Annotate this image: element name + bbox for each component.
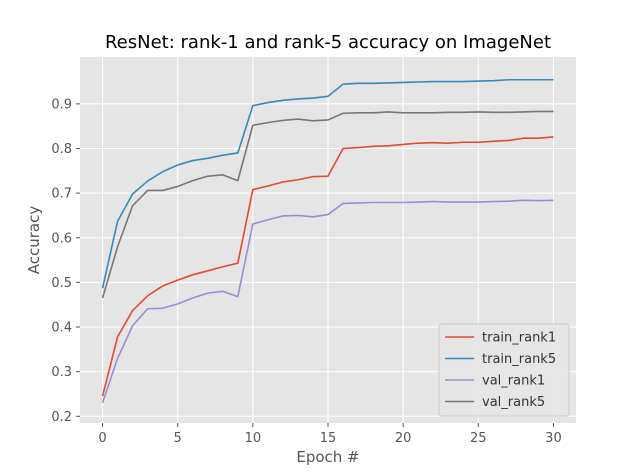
x-tick-label: 5	[174, 431, 182, 446]
legend-label: val_rank1	[482, 374, 545, 389]
legend-label: train_rank5	[482, 352, 556, 367]
x-axis-title: Epoch #	[296, 448, 359, 466]
x-tick-label: 10	[245, 431, 262, 446]
series-line-val-rank1	[101, 199, 554, 404]
y-axis-title: Accuracy	[25, 206, 43, 275]
legend-box	[438, 323, 570, 417]
chart-title: ResNet: rank-1 and rank-5 accuracy on Im…	[105, 32, 551, 53]
x-tick-label: 25	[470, 431, 487, 446]
series-line-val-rank5	[101, 110, 554, 299]
x-tick-label: 0	[98, 431, 106, 446]
series-line-train-rank1	[101, 136, 554, 397]
x-tick-label: 20	[395, 431, 412, 446]
y-tick-label: 0.7	[51, 187, 72, 202]
y-tick-label: 0.2	[51, 410, 72, 425]
x-tick-label: 30	[545, 431, 562, 446]
y-tick-label: 0.5	[51, 276, 72, 291]
y-tick-label: 0.4	[51, 321, 72, 336]
grid	[80, 57, 576, 423]
legend-label: val_rank5	[482, 395, 545, 410]
y-tick-label: 0.3	[51, 365, 72, 380]
y-tick-label: 0.9	[51, 97, 72, 112]
series-line-train-rank5	[101, 78, 554, 289]
legend: train_rank1 train_rank5 val_rank1 val_rank5	[438, 323, 570, 417]
y-tick-label: 0.8	[51, 142, 72, 157]
series-lines	[101, 78, 554, 404]
legend-label: train_rank1	[482, 331, 556, 346]
y-tick-label: 0.6	[51, 231, 72, 246]
axis-ticks: 0.2 0.3 0.4 0.5 0.6 0.7 0.8 0.9 0 5 10 15 20 25 30	[51, 97, 561, 446]
x-tick-label: 15	[320, 431, 337, 446]
